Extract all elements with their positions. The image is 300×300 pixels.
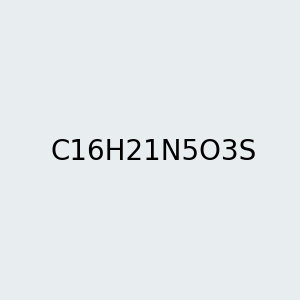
Text: C16H21N5O3S: C16H21N5O3S	[51, 137, 257, 166]
